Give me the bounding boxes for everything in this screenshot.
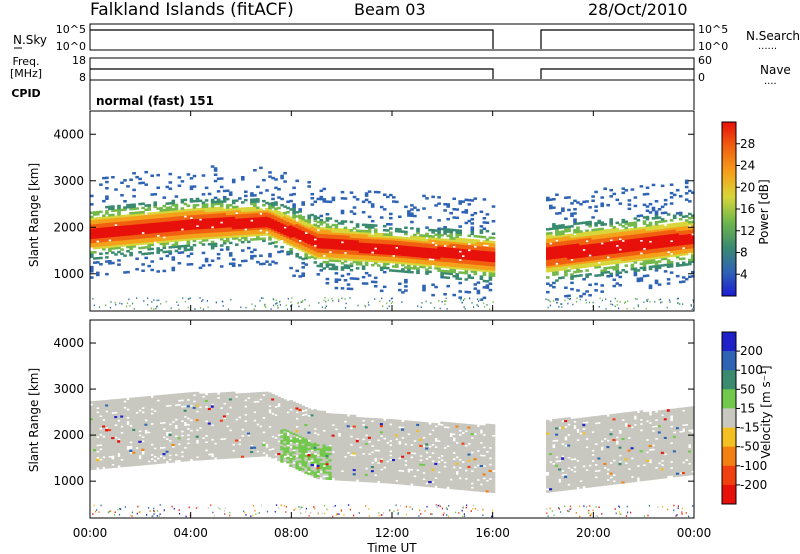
power-colorbar-tick: 28 — [740, 137, 755, 151]
velocity-colorbar-tick: -50 — [740, 440, 760, 454]
nsearch-label: N.Search — [746, 29, 800, 43]
x-tick-label: 08:00 — [274, 526, 309, 540]
x-axis-label: Time UT — [366, 541, 417, 554]
velocity-colorbar-tick: -15 — [740, 421, 760, 435]
velocity-colorbar-swatch — [722, 446, 736, 467]
nsky-panel — [89, 23, 695, 51]
power-colorbar-tick: 16 — [740, 202, 755, 216]
power-ytick-label: 3000 — [53, 174, 84, 188]
velocity-panel — [89, 319, 695, 519]
freq-tick-bottom: 8 — [79, 71, 86, 84]
power-colorbar-tick: 8 — [740, 246, 748, 260]
power-ytick-label: 2000 — [53, 220, 84, 234]
nave-tick-top: 60 — [698, 54, 712, 67]
cpid-label: CPID — [11, 87, 40, 100]
power-ytick-label: 1000 — [53, 267, 84, 281]
power-ylabel: Slant Range [km] — [27, 163, 41, 267]
nave-tick-bottom: 0 — [698, 71, 705, 84]
velocity-colorbar-swatch — [722, 408, 736, 428]
velocity-colorbar-swatch — [722, 332, 736, 352]
power-colorbar-tick: 24 — [740, 159, 755, 173]
velocity-colorbar-swatch — [722, 484, 736, 505]
velocity-ytick-label: 3000 — [53, 382, 84, 396]
nave-dots: .... — [764, 76, 777, 87]
nsky-tick-top: 10^5 — [56, 23, 86, 36]
power-colorbar: 4 8 12 16 20 24 28 Power [dB] — [721, 121, 771, 297]
velocity-colorbar-tick: -100 — [740, 459, 767, 473]
power-ytick-label: 4000 — [53, 127, 84, 141]
nsky-label: N.Sky — [13, 33, 47, 47]
velocity-colorbar-swatch — [722, 351, 736, 371]
velocity-colorbar-swatch — [722, 427, 736, 447]
power-colorbar-tick: 20 — [740, 180, 755, 194]
velocity-colorbar-tick: -200 — [740, 478, 767, 492]
velocity-colorbar-swatch — [722, 370, 736, 390]
x-tick-label: 04:00 — [173, 526, 208, 540]
nsearch-tick-top: 10^5 — [698, 23, 728, 36]
velocity-ytick-label: 2000 — [53, 428, 84, 442]
velocity-colorbar-tick: 15 — [740, 401, 755, 415]
velocity-colorbar-label: Velocity [m s⁻¹] — [759, 365, 773, 458]
cpid-value: normal (fast) 151 — [96, 94, 214, 108]
nsearch-dots: ...... — [758, 41, 777, 52]
freq-panel — [89, 57, 695, 81]
x-tick-label: 12:00 — [375, 526, 410, 540]
power-panel — [89, 110, 695, 312]
nsky-tick-bottom: 10^0 — [56, 40, 86, 53]
velocity-colorbar-tick: 50 — [740, 382, 755, 396]
x-tick-label: 00:00 — [73, 526, 108, 540]
velocity-colorbar: 200 100 50 15 -15 -50 -100 -200 Velocity [m s⁻¹… — [721, 331, 773, 505]
power-colorbar-tick: 12 — [740, 224, 755, 238]
freq-unit: [MHz] — [10, 67, 42, 80]
freq-tick-top: 18 — [72, 54, 86, 67]
nsearch-tick-bottom: 10^0 — [698, 40, 728, 53]
x-tick-label: 20:00 — [576, 526, 611, 540]
date-label: 28/Oct/2010 — [588, 0, 688, 19]
velocity-colorbar-swatch — [722, 389, 736, 409]
velocity-ytick-label: 1000 — [53, 474, 84, 488]
x-tick-label: 00:00 — [677, 526, 712, 540]
cpid-panel — [89, 80, 695, 110]
velocity-ytick-label: 4000 — [53, 336, 84, 350]
velocity-colorbar-tick: 200 — [740, 344, 763, 358]
velocity-ylabel: Slant Range [km] — [27, 368, 41, 472]
velocity-colorbar-swatch — [722, 465, 736, 486]
velocity-colorbar-tick: 100 — [740, 363, 763, 377]
power-colorbar-tick: 4 — [740, 267, 748, 281]
beam-label: Beam 03 — [354, 0, 426, 19]
power-colorbar-label: Power [dB] — [757, 179, 771, 244]
x-tick-label: 16:00 — [475, 526, 510, 540]
station-title: Falkland Islands (fitACF) — [90, 0, 294, 20]
freq-label: Freq. — [12, 55, 39, 68]
nave-label: Nave — [760, 63, 791, 77]
